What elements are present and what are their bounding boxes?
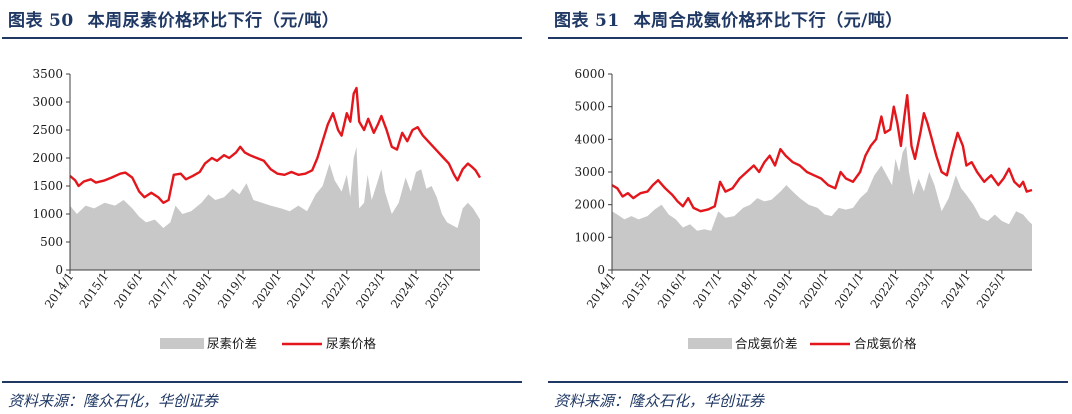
- x-tick-label: 2021/1: [284, 270, 319, 311]
- y-tick-label: 1000: [574, 230, 605, 244]
- series-area-0: [70, 146, 480, 270]
- x-tick-label: 2020/1: [796, 270, 831, 311]
- y-tick-label: 2500: [32, 123, 63, 137]
- x-tick-label: 2018/1: [180, 270, 215, 311]
- series-line-1: [69, 86, 482, 204]
- figure-number: 50: [49, 11, 74, 31]
- x-tick-label: 2016/1: [111, 270, 146, 311]
- x-tick-label: 2015/1: [619, 270, 654, 311]
- series-area-0: [612, 145, 1032, 270]
- figure-title-text: 本周合成氨价格环比下行（元/吨）: [633, 11, 903, 31]
- y-tick-label: 3500: [32, 67, 63, 81]
- x-tick-label: 2021/1: [832, 270, 867, 311]
- y-tick-label: 0: [55, 263, 63, 277]
- x-tick-label: 2024/1: [388, 270, 423, 311]
- x-tick-label: 2019/1: [761, 270, 796, 311]
- x-tick-label: 2025/1: [974, 270, 1009, 311]
- x-tick-label: 2015/1: [76, 270, 111, 311]
- legend-label: 尿素价格: [326, 336, 377, 351]
- x-tick-label: 2017/1: [146, 270, 181, 311]
- x-tick-label: 2018/1: [726, 270, 761, 311]
- y-tick-label: 6000: [574, 67, 605, 81]
- y-tick-label: 1000: [32, 207, 63, 221]
- y-tick-label: 2000: [32, 151, 63, 165]
- x-tick-label: 2022/1: [867, 270, 902, 311]
- x-tick-label: 2023/1: [353, 270, 388, 311]
- source-rule: [2, 381, 522, 383]
- y-tick-label: 5000: [574, 100, 605, 114]
- series-line-1: [611, 94, 1033, 213]
- chart-title: 图表 51 本周合成氨价格环比下行（元/吨）: [554, 6, 903, 31]
- y-tick-label: 2000: [574, 198, 605, 212]
- legend-label: 合成氨价差: [735, 336, 798, 351]
- x-tick-label: 2024/1: [938, 270, 973, 311]
- x-tick-label: 2019/1: [215, 270, 250, 311]
- x-tick-label: 2020/1: [249, 270, 284, 311]
- legend-label: 合成氨价格: [854, 336, 917, 351]
- chart-panel-urea: 图表 50 本周尿素价格环比下行（元/吨） 0 500 1000 1500 2000 2500…: [2, 0, 524, 414]
- y-tick-label: 3000: [32, 95, 63, 109]
- source-rule: [548, 381, 1068, 383]
- title-rule: [548, 37, 1068, 39]
- y-tick-label: 1500: [32, 179, 63, 193]
- x-tick-label: 2016/1: [655, 270, 690, 311]
- chart-panel-ammonia: 图表 51 本周合成氨价格环比下行（元/吨） 0 1000 2000 3000 4000 50…: [548, 0, 1070, 414]
- x-tick-label: 2025/1: [422, 270, 457, 311]
- y-tick-label: 4000: [574, 132, 605, 146]
- title-rule: [2, 37, 522, 39]
- figure-title-text: 本周尿素价格环比下行（元/吨）: [87, 11, 340, 31]
- legend-swatch-area: [688, 338, 732, 349]
- figure-label: 图表: [554, 11, 589, 31]
- y-tick-label: 500: [40, 235, 63, 249]
- chart-title: 图表 50 本周尿素价格环比下行（元/吨）: [8, 6, 339, 31]
- source-note: 资料来源：隆众石化，华创证券: [554, 392, 765, 410]
- x-tick-label: 2022/1: [319, 270, 354, 311]
- legend-swatch-area: [160, 338, 204, 349]
- figure-label: 图表: [8, 11, 43, 31]
- figure-number: 51: [595, 11, 620, 31]
- x-tick-label: 2023/1: [903, 270, 938, 311]
- x-tick-label: 2017/1: [690, 270, 725, 311]
- y-tick-label: 0: [597, 263, 605, 277]
- legend-label: 尿素价差: [207, 336, 257, 351]
- source-note: 资料来源：隆众石化，华创证券: [8, 392, 219, 410]
- y-tick-label: 3000: [574, 165, 605, 179]
